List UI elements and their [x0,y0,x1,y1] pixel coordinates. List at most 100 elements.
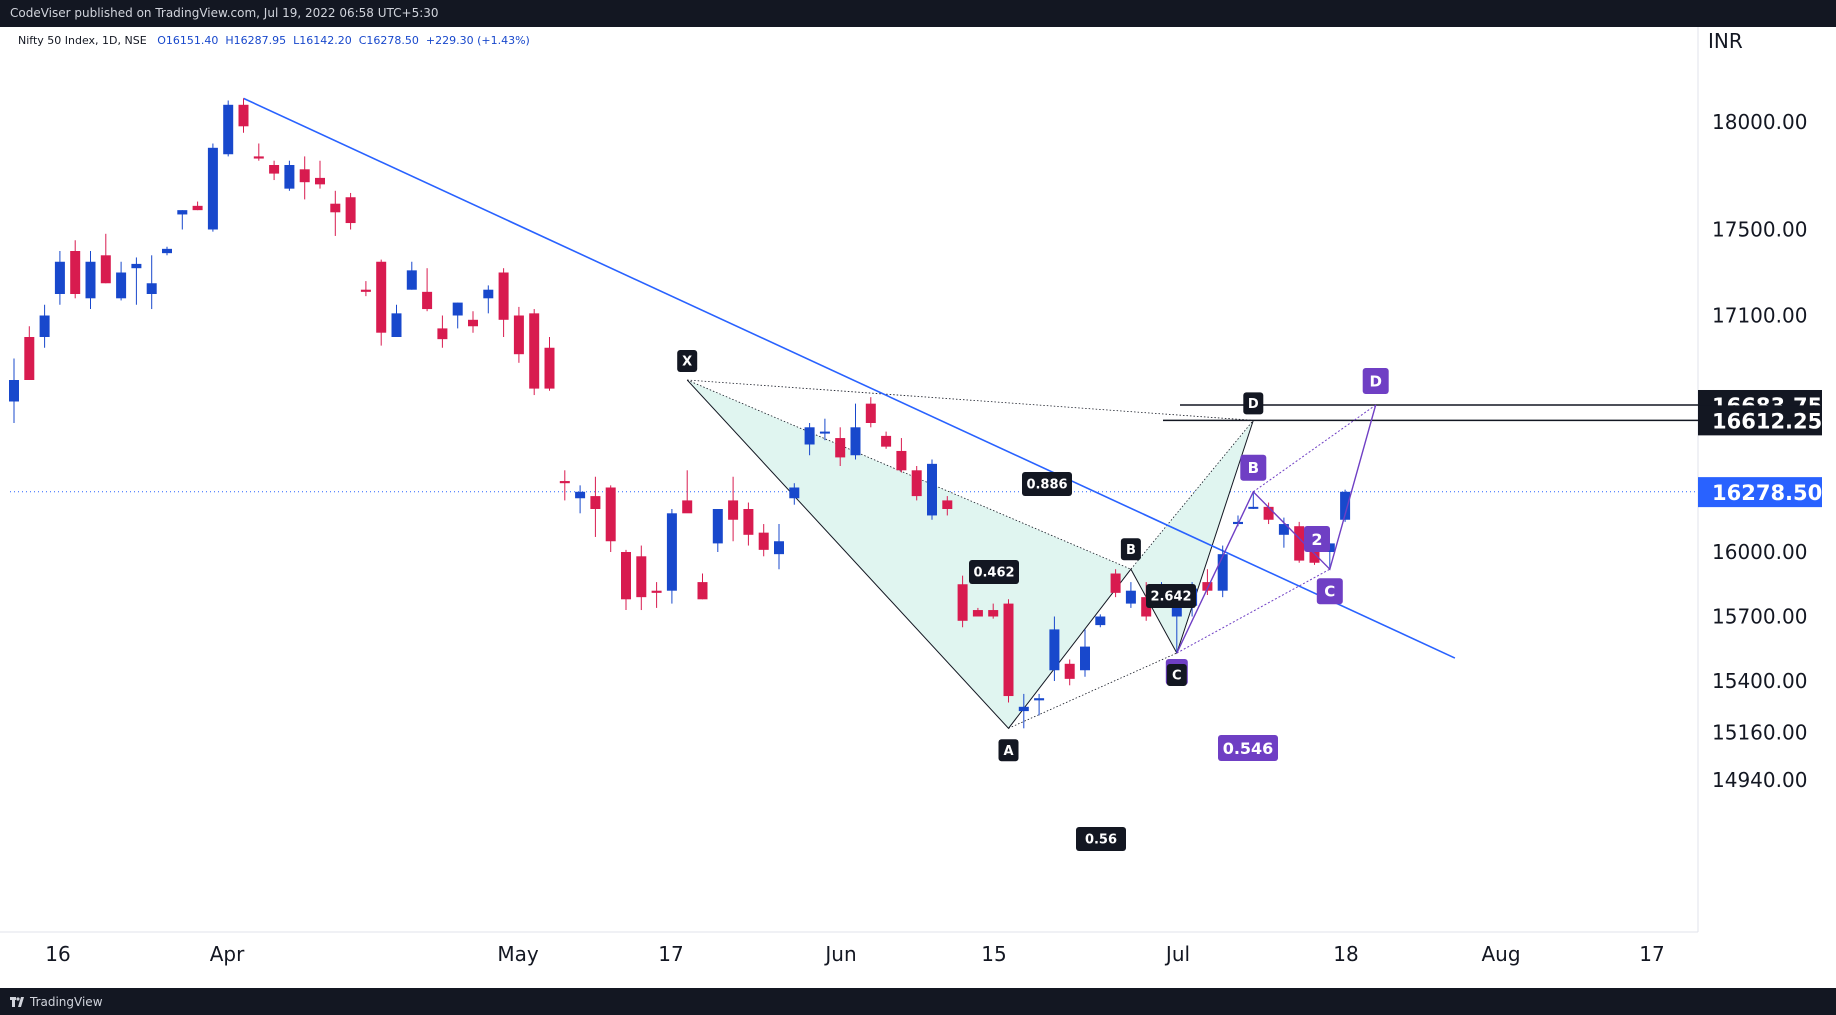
candle-body [1340,491,1351,520]
price-tick-label: 17500.00 [1712,218,1807,242]
candle [544,337,555,391]
abcd-point-c-text: C [1324,583,1335,601]
candle [177,210,188,230]
pattern-point-c-text: C [1172,669,1182,684]
price-tick-label: 16000.00 [1712,540,1807,564]
pattern-point-x-text: X [682,355,692,370]
candle-body [223,104,234,155]
candle [911,466,922,501]
pattern-point-x-bg [677,350,698,372]
candle-body [988,610,999,617]
candle [972,607,983,617]
candle [1217,545,1228,598]
candle [483,285,494,314]
candle-body [1034,698,1045,701]
pattern-ratio-label-bg [969,560,1019,584]
tradingview-logo-icon [10,996,24,1007]
candle-body [1018,706,1029,712]
candle-body [9,380,19,402]
abcd-ratio-label-bg [1304,526,1330,552]
candle [927,459,937,520]
candle [253,143,264,161]
candle-body [376,261,387,333]
abcd-ratio-label: 0.546 [1218,735,1278,761]
candle-body [850,427,861,456]
candle [1095,614,1106,628]
candle [1294,521,1305,563]
candle-body [1141,597,1152,617]
candle [9,358,19,423]
candle-body [116,272,127,299]
candle-body [207,147,218,230]
time-tick-label: May [497,942,539,966]
candlestick-chart[interactable]: X A B C D 0.462 0.56 2.642 0.886 B C D 2 0.546 INR 1800… [0,27,1836,988]
candle-body [865,403,876,423]
candle [299,156,310,200]
chart-frame[interactable]: Nifty 50 Index, 1D, NSE O16151.40 H16287… [0,27,1836,988]
pattern-point-a-bg [998,739,1019,762]
candle-body [162,248,172,254]
ohlc-change: +229.30 (+1.43%) [425,34,530,47]
candle-body [1003,603,1014,697]
candle [865,397,876,428]
candle [330,190,341,236]
candle-body [1095,616,1106,626]
candle-body [54,261,65,294]
candle-body [360,289,371,292]
currency-label: INR [1708,29,1743,53]
pattern-ratio-label-bg [1076,827,1126,851]
ohlc-close: C16278.50 [358,34,419,47]
candle [712,509,723,552]
candle [1003,599,1014,703]
candle-body [1064,663,1075,679]
ohlc-open: O16151.40 [157,34,219,47]
pattern-point-x: X [677,350,698,372]
candle-body [1110,573,1121,593]
time-tick-label: 18 [1333,942,1358,966]
candle [315,160,325,189]
candle [131,257,142,305]
abcd-point-b-text: B [1248,459,1259,477]
candle [621,549,631,611]
candle-body [345,197,356,224]
pattern-ratio-label-text: 0.56 [1085,833,1117,848]
price-tick-label: 15400.00 [1712,669,1807,693]
pattern-ratio-label-bg [1022,472,1072,496]
price-tick-label: 14940.00 [1712,768,1807,792]
candle-body [774,541,784,555]
candle-body [697,582,708,600]
candle-body [804,427,815,445]
candle [223,100,234,157]
candle [513,306,524,363]
candle-body [544,347,555,389]
candle [422,268,433,312]
candle [559,470,570,501]
abcd-ratio-line-ac [1176,568,1331,654]
candle [1018,693,1029,729]
candle [1202,569,1213,595]
candle-body [942,500,953,509]
candle [1263,502,1274,525]
price-axis: INR 18000.00 17500.00 17100.00 16000.00 15700… [1698,29,1822,792]
pattern-point-c-bg [1166,664,1187,687]
abcd-point-c-bg [1316,578,1343,605]
candle-body [621,552,631,600]
tradingview-logo: TradingView [10,995,103,1009]
candle-body [422,291,433,310]
tradingview-brand-text: TradingView [30,994,103,1009]
candle [1125,582,1136,608]
candle-body [131,263,142,269]
candle-body [468,319,478,327]
candle-body [636,556,647,598]
candle [24,326,35,380]
candle-body [605,487,616,542]
candle [116,261,127,301]
candle-body [1294,526,1305,561]
candle-body [192,205,203,211]
price-tick-label: 17100.00 [1712,304,1807,328]
pattern-point-b-text: B [1126,543,1136,558]
candle-body [1217,554,1228,591]
candle [743,502,754,546]
candle [1034,693,1045,716]
price-label-bg [1698,477,1822,508]
